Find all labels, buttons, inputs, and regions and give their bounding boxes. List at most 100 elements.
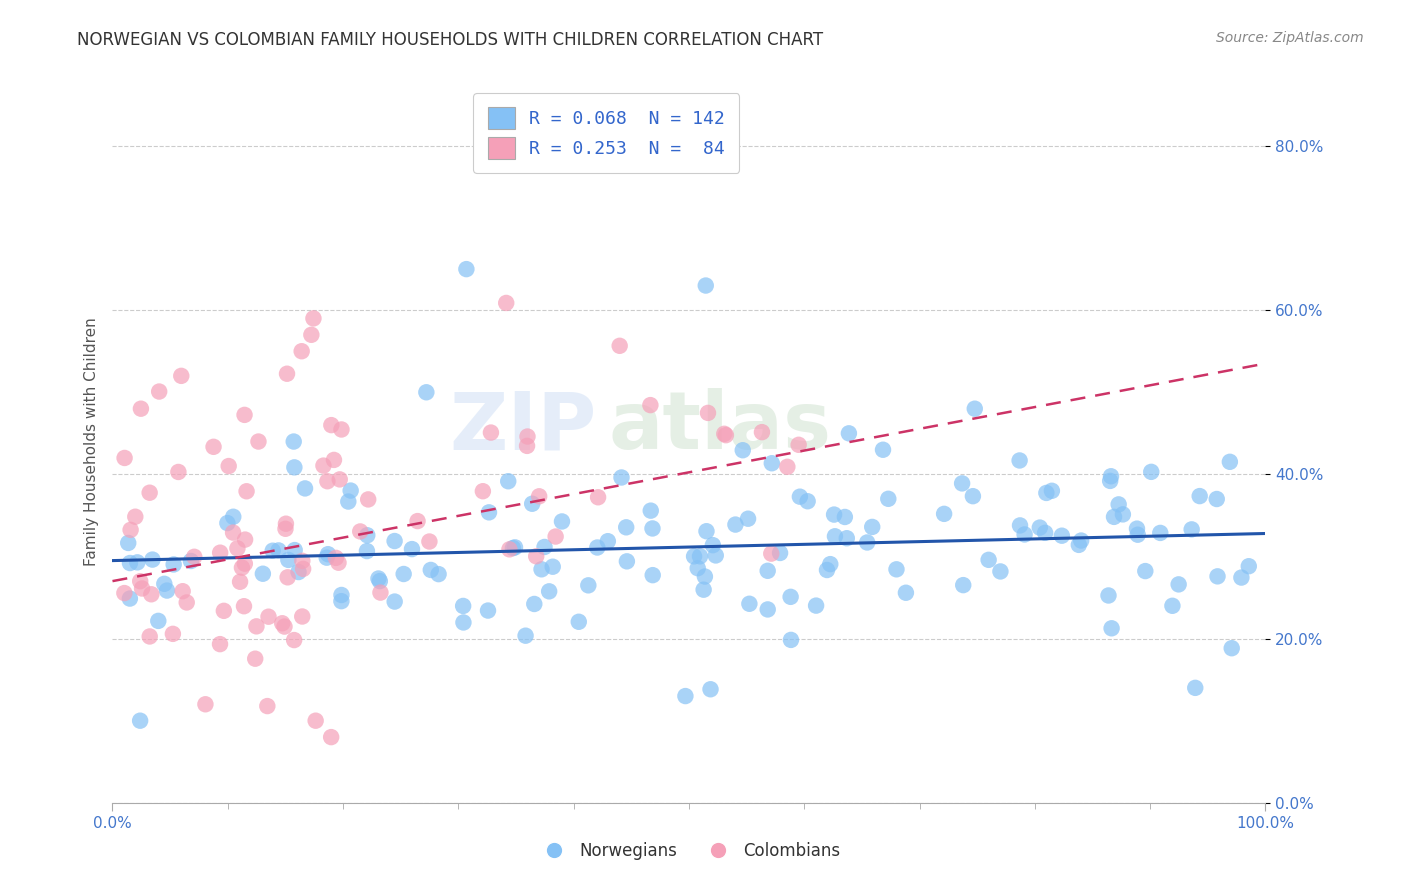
Point (1167, 577, 1189, 591)
Point (277, 570, 299, 584)
Point (610, 470, 633, 484)
Point (370, 585, 392, 599)
Point (689, 549, 711, 564)
Point (527, 489, 550, 503)
Point (194, 698, 217, 712)
Point (1149, 525, 1171, 540)
Point (714, 428, 737, 442)
Point (418, 534, 440, 549)
Point (1205, 491, 1227, 506)
Point (886, 562, 908, 576)
Point (257, 609, 280, 624)
Point (183, 549, 205, 564)
Point (530, 562, 553, 576)
Point (212, 604, 235, 618)
Point (245, 619, 267, 633)
Point (962, 489, 984, 503)
Point (271, 616, 294, 631)
Point (316, 547, 339, 561)
Point (337, 494, 360, 508)
Point (761, 547, 783, 561)
Point (247, 434, 270, 449)
Point (273, 619, 295, 633)
Point (357, 492, 380, 507)
Point (451, 599, 474, 613)
Point (172, 584, 194, 599)
Point (1219, 455, 1241, 469)
Point (820, 557, 842, 571)
Point (751, 425, 773, 439)
Point (245, 651, 267, 665)
Point (756, 602, 779, 616)
Point (699, 682, 721, 697)
Point (1135, 564, 1157, 578)
Point (330, 422, 353, 436)
Point (163, 558, 186, 572)
Point (148, 384, 170, 399)
Point (129, 401, 152, 416)
Point (1008, 518, 1031, 533)
Point (328, 556, 350, 570)
Text: ZIP: ZIP (450, 388, 596, 467)
Point (218, 458, 240, 473)
Point (229, 574, 252, 589)
Point (502, 541, 524, 555)
Point (1097, 589, 1119, 603)
Point (287, 565, 309, 579)
Point (737, 512, 759, 526)
Point (586, 541, 609, 555)
Point (233, 533, 256, 547)
Point (262, 543, 284, 558)
Point (208, 637, 231, 651)
Point (789, 490, 811, 504)
Point (384, 534, 406, 549)
Point (787, 438, 810, 452)
Point (894, 586, 917, 600)
Text: NORWEGIAN VS COLOMBIAN FAMILY HOUSEHOLDS WITH CHILDREN CORRELATION CHART: NORWEGIAN VS COLOMBIAN FAMILY HOUSEHOLDS… (77, 31, 824, 49)
Point (384, 594, 406, 608)
Point (233, 408, 256, 422)
Point (118, 591, 141, 606)
Point (367, 572, 389, 586)
Point (614, 520, 637, 534)
Text: atlas: atlas (609, 388, 831, 467)
Point (284, 543, 307, 558)
Point (277, 553, 299, 567)
Point (471, 484, 494, 499)
Point (838, 426, 860, 441)
Point (738, 597, 761, 611)
Point (226, 541, 249, 556)
Point (222, 509, 245, 524)
Point (704, 549, 727, 563)
Point (339, 483, 361, 498)
Point (824, 529, 846, 543)
Point (153, 576, 176, 591)
Point (209, 546, 232, 560)
Point (427, 567, 450, 582)
Point (860, 520, 883, 534)
Point (1070, 533, 1092, 548)
Point (217, 516, 239, 530)
Point (533, 540, 555, 554)
Point (283, 434, 305, 449)
Point (392, 566, 415, 581)
Point (180, 554, 202, 568)
Point (872, 442, 894, 457)
Point (1033, 525, 1056, 540)
Point (316, 475, 339, 489)
Point (523, 597, 546, 611)
Point (576, 578, 599, 592)
Point (641, 521, 664, 535)
Point (541, 559, 564, 574)
Point (823, 508, 845, 522)
Point (267, 543, 290, 558)
Point (596, 534, 619, 549)
Point (693, 569, 716, 583)
Point (834, 510, 856, 524)
Point (235, 484, 257, 499)
Point (1035, 486, 1057, 500)
Point (233, 557, 256, 571)
Point (641, 568, 664, 582)
Point (640, 503, 662, 517)
Point (302, 311, 325, 326)
